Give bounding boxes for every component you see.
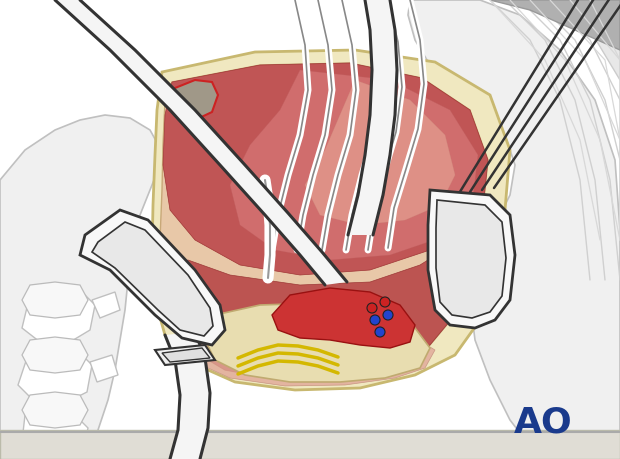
Polygon shape [165, 332, 210, 459]
Polygon shape [92, 292, 120, 318]
Polygon shape [20, 408, 88, 459]
Polygon shape [167, 80, 218, 120]
Polygon shape [163, 63, 488, 275]
Polygon shape [22, 282, 88, 318]
Polygon shape [490, 0, 620, 50]
Polygon shape [428, 190, 515, 328]
Circle shape [376, 328, 384, 336]
Polygon shape [22, 337, 88, 373]
Polygon shape [92, 222, 213, 336]
Polygon shape [436, 200, 506, 318]
Polygon shape [205, 303, 430, 382]
Polygon shape [272, 288, 415, 348]
Polygon shape [348, 0, 397, 235]
Polygon shape [22, 392, 88, 428]
Polygon shape [0, 430, 620, 459]
Polygon shape [408, 0, 620, 459]
Polygon shape [162, 240, 470, 380]
Polygon shape [305, 80, 455, 225]
Polygon shape [185, 338, 435, 386]
Polygon shape [160, 63, 488, 380]
Circle shape [381, 297, 389, 307]
Polygon shape [80, 210, 225, 345]
Polygon shape [155, 345, 215, 365]
Polygon shape [18, 345, 92, 403]
Polygon shape [22, 285, 95, 342]
Circle shape [384, 310, 392, 319]
Polygon shape [162, 348, 210, 362]
Polygon shape [90, 355, 118, 382]
Polygon shape [0, 115, 160, 459]
Polygon shape [230, 70, 478, 260]
Polygon shape [55, 0, 347, 285]
Circle shape [371, 315, 379, 325]
Polygon shape [530, 0, 620, 80]
Polygon shape [152, 50, 510, 390]
Text: AO: AO [513, 405, 572, 439]
Circle shape [368, 303, 376, 313]
